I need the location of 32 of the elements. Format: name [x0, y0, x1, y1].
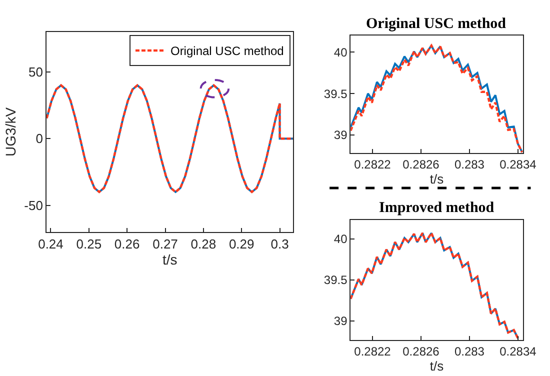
x-tick-label: 0.2826: [402, 344, 440, 358]
y-tick-label: 39: [334, 128, 348, 142]
chart-title: Improved method: [379, 200, 495, 216]
x-tick-label: 0.29: [228, 236, 254, 252]
y-tick-label: 39.5: [324, 273, 348, 288]
x-axis-title: t/s: [430, 358, 444, 374]
y-tick-label: 50: [28, 64, 43, 80]
x-axis-title: t/s: [430, 171, 444, 186]
x-tick-label: 0.283: [454, 344, 485, 358]
x-tick-label: 0.3: [270, 236, 289, 252]
x-tick-label: 0.24: [38, 236, 64, 252]
y-tick-label: 39.5: [324, 86, 348, 101]
chart-title: Original USC method: [366, 16, 507, 32]
y-tick-label: 40: [334, 232, 348, 246]
y-tick-label: 39: [334, 314, 348, 328]
legend-label: Original USC method: [170, 44, 284, 58]
y-tick-label: 40: [334, 45, 348, 60]
x-tick-label: 0.25: [76, 236, 102, 252]
x-axis-title: t/s: [162, 252, 178, 268]
y-axis-title: UG3/kV: [2, 106, 19, 156]
y-tick-label: -50: [24, 198, 43, 213]
x-tick-label: 0.26: [114, 236, 140, 252]
x-tick-label: 0.2822: [354, 344, 392, 358]
x-tick-label: 0.27: [152, 236, 178, 252]
x-tick-label: 0.2834: [500, 344, 537, 358]
x-tick-label: 0.2822: [354, 157, 392, 172]
y-tick-label: 0: [36, 131, 43, 146]
line-series: [350, 44, 523, 154]
x-tick-label: 0.2826: [402, 157, 440, 172]
x-tick-label: 0.2834: [500, 157, 537, 172]
x-tick-label: 0.283: [454, 157, 485, 172]
x-tick-label: 0.28: [190, 236, 216, 252]
